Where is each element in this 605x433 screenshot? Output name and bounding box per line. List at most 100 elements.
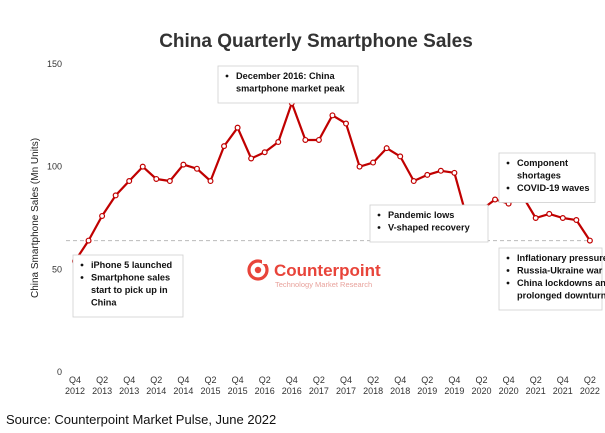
x-tick-label: Q4 (448, 375, 460, 385)
x-tick-label: Q4 (394, 375, 406, 385)
x-tick-label: Q2 (530, 375, 542, 385)
annotation-text: Component (517, 158, 568, 168)
x-tick-label: Q4 (232, 375, 244, 385)
x-axis-ticks: Q42012Q22013Q42013Q22014Q42014Q22015Q420… (65, 375, 600, 396)
annotation-text: Inflationary pressure (517, 253, 605, 263)
data-point (532, 215, 539, 222)
bullet-icon (506, 281, 510, 285)
x-tick-label: Q4 (286, 375, 298, 385)
x-tick-label: 2016 (255, 386, 275, 396)
x-tick-label: 2014 (146, 386, 166, 396)
annotation-text: iPhone 5 launched (91, 260, 172, 270)
x-tick-label: Q2 (204, 375, 216, 385)
x-tick-label: Q2 (421, 375, 433, 385)
annotation-text: China (91, 298, 117, 308)
x-tick-label: 2019 (417, 386, 437, 396)
x-tick-label: Q4 (123, 375, 135, 385)
data-point (207, 178, 214, 185)
data-point (546, 210, 553, 217)
data-point (112, 192, 119, 199)
data-point (193, 165, 200, 172)
data-point (221, 143, 228, 150)
x-tick-label: 2018 (390, 386, 410, 396)
watermark-brand: Counterpoint (274, 261, 381, 280)
data-point (573, 217, 580, 224)
x-tick-label: 2017 (336, 386, 356, 396)
data-point (559, 215, 566, 222)
data-point (234, 124, 241, 131)
data-point (85, 237, 92, 244)
annotation-text: prolonged downturn (517, 291, 605, 301)
annotation-box: December 2016: China smartphone market pe… (217, 65, 359, 104)
x-tick-label: 2012 (65, 386, 85, 396)
data-point (126, 178, 133, 185)
annotation-text: V-shaped recovery (388, 223, 471, 233)
data-point (166, 178, 173, 185)
annotation-text: start to pick up in (91, 285, 168, 295)
y-axis-label: China Smartphone Sales (Mn Units) (30, 138, 41, 298)
annotations-group: December 2016: China smartphone market pe… (72, 65, 605, 318)
annotation-frame (72, 254, 184, 318)
annotation-text: December 2016: China (236, 71, 335, 81)
data-point (248, 155, 255, 162)
annotation-text: Pandemic lows (388, 210, 454, 220)
x-tick-label: Q4 (177, 375, 189, 385)
data-point (99, 212, 106, 219)
annotation-text: shortages (517, 171, 561, 181)
y-axis-ticks: 0 50 100 150 (47, 59, 62, 377)
data-point (586, 237, 593, 244)
data-point (370, 159, 377, 166)
source-note: Source: Counterpoint Market Pulse, June … (6, 412, 277, 427)
bullet-icon (225, 74, 229, 78)
annotation-frame (498, 247, 603, 311)
annotation-text: Smartphone sales (91, 273, 170, 283)
annotation-text: Russia-Ukraine war (517, 266, 603, 276)
x-tick-label: 2020 (499, 386, 519, 396)
data-point (302, 136, 309, 143)
x-tick-label: 2021 (553, 386, 573, 396)
data-point (424, 171, 431, 178)
annotation-text: China lockdowns and (517, 278, 605, 288)
x-tick-label: 2013 (119, 386, 139, 396)
data-point (410, 178, 417, 185)
annotation-frame (217, 65, 359, 104)
x-tick-label: 2020 (471, 386, 491, 396)
y-tick-label: 100 (47, 162, 62, 172)
data-point (261, 149, 268, 156)
data-point (451, 169, 458, 176)
annotation-box: Pandemic lows V-shaped recovery (369, 204, 489, 243)
y-tick-label: 0 (57, 367, 62, 377)
x-tick-label: Q2 (96, 375, 108, 385)
counterpoint-watermark: Counterpoint Technology Market Research (247, 259, 381, 289)
x-tick-label: Q4 (503, 375, 515, 385)
x-tick-label: Q2 (367, 375, 379, 385)
data-point (397, 153, 404, 160)
bullet-icon (377, 213, 381, 217)
data-point (315, 136, 322, 143)
x-tick-label: 2015 (200, 386, 220, 396)
annotation-frame (369, 204, 489, 243)
chart-title: China Quarterly Smartphone Sales (159, 31, 473, 52)
x-tick-label: Q2 (475, 375, 487, 385)
data-point (437, 167, 444, 174)
annotation-box: iPhone 5 launched Smartphone sales start t… (72, 254, 184, 318)
annotation-frame (498, 152, 596, 203)
annotation-text: smartphone market peak (236, 84, 346, 94)
watermark-tagline: Technology Market Research (275, 280, 372, 289)
x-tick-label: 2013 (92, 386, 112, 396)
bullet-icon (506, 269, 510, 272)
x-tick-label: Q4 (340, 375, 352, 385)
bullet-icon (377, 226, 381, 229)
data-point (492, 196, 499, 203)
x-tick-label: 2014 (173, 386, 193, 396)
counterpoint-logo-icon (247, 259, 269, 281)
x-tick-label: Q2 (584, 375, 596, 385)
x-tick-label: 2016 (282, 386, 302, 396)
x-tick-label: 2021 (526, 386, 546, 396)
bullet-icon (506, 256, 510, 260)
bullet-icon (80, 276, 84, 279)
annotation-box: Inflationary pressure Russia-Ukraine war C… (498, 247, 605, 311)
data-point (139, 163, 146, 170)
data-point (383, 145, 390, 152)
